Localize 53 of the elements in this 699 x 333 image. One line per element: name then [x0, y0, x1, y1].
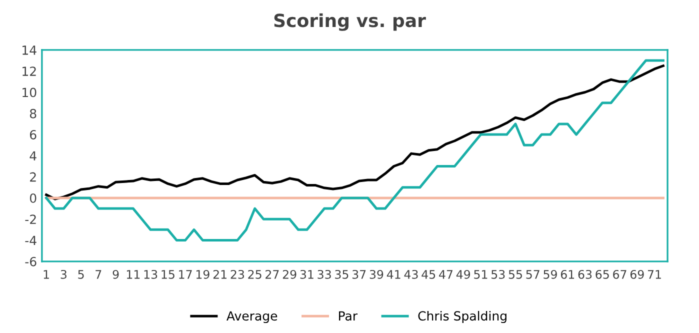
x-tick-label: 25: [248, 270, 262, 279]
chart-title: Scoring vs. par: [274, 13, 426, 31]
legend-label: Chris Spalding: [418, 310, 506, 324]
y-tick-label: -6: [25, 256, 36, 266]
y-tick-label: 12: [22, 66, 36, 76]
x-tick-label: 43: [404, 270, 418, 279]
x-tick-label: 59: [544, 270, 557, 279]
legend-label: Par: [339, 311, 358, 321]
x-tick-label: 7: [96, 270, 102, 279]
x-tick-label: 61: [560, 270, 574, 279]
legend-label: Average: [226, 311, 278, 324]
x-tick-label: 27: [266, 270, 279, 279]
x-tick-label: 35: [335, 270, 348, 279]
y-tick-label: 2: [30, 172, 36, 182]
x-tick-label: 37: [352, 270, 366, 279]
x-tick-label: 69: [630, 270, 644, 279]
x-tick-label: 31: [300, 270, 314, 279]
x-tick-label: 51: [474, 270, 488, 279]
x-tick-label: 63: [578, 270, 592, 279]
x-tick-label: 15: [162, 270, 174, 279]
x-tick-label: 47: [439, 270, 452, 279]
x-tick-label: 5: [78, 270, 84, 279]
x-tick-label: 57: [526, 270, 540, 279]
y-tick-label: 0: [30, 193, 36, 203]
x-tick-label: 39: [370, 270, 384, 279]
x-tick-label: 71: [648, 270, 661, 279]
line-series: [45, 64, 664, 200]
x-tick-label: 65: [596, 270, 609, 279]
x-tick-label: 45: [422, 270, 436, 279]
x-tick-label: 33: [318, 270, 331, 279]
y-tick-label: 14: [22, 46, 36, 55]
x-tick-label: 9: [112, 270, 119, 279]
y-tick-label: -2: [25, 214, 36, 224]
y-tick-label: 4: [30, 151, 36, 160]
x-tick-label: 41: [386, 270, 400, 279]
x-tick-label: 17: [179, 270, 192, 279]
x-tick-label: 11: [126, 270, 140, 279]
x-tick-label: 55: [508, 270, 522, 279]
x-tick-label: 1: [44, 270, 49, 279]
x-tick-label: 23: [230, 270, 244, 279]
x-tick-label: 67: [613, 270, 626, 279]
y-tick-label: -4: [25, 236, 36, 246]
x-tick-label: 29: [282, 270, 296, 279]
x-tick-label: 21: [213, 270, 226, 279]
x-tick-label: 53: [492, 270, 505, 279]
line-series: [45, 59, 664, 242]
x-tick-label: 3: [60, 270, 66, 279]
y-tick-label: 10: [22, 88, 36, 98]
y-tick-label: 6: [30, 130, 36, 140]
x-tick-label: 13: [144, 270, 158, 279]
x-tick-label: 49: [456, 270, 470, 279]
y-tick-label: 8: [30, 108, 36, 118]
x-tick-label: 19: [196, 270, 210, 279]
